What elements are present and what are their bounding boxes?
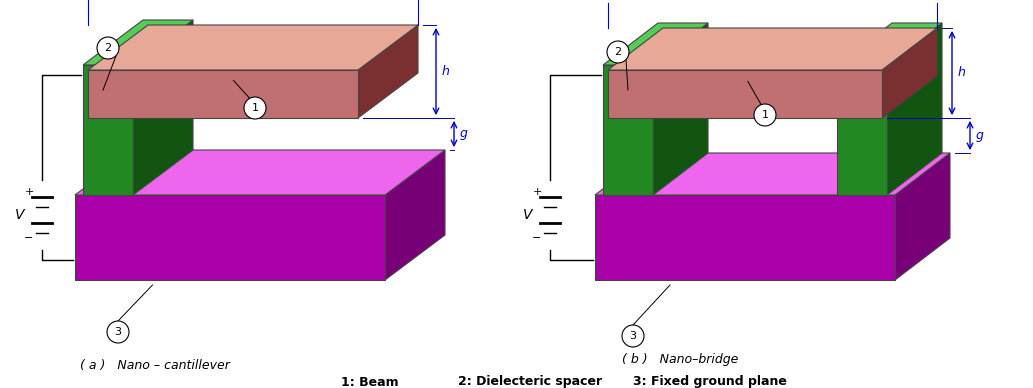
Polygon shape [595,153,950,195]
Text: ( b )   Nano–bridge: ( b ) Nano–bridge [622,353,739,367]
Polygon shape [88,70,358,118]
Circle shape [622,325,644,347]
Polygon shape [608,28,937,70]
Circle shape [97,37,119,59]
Circle shape [244,97,267,119]
Polygon shape [595,195,895,280]
Text: −: − [532,233,541,243]
Circle shape [107,321,129,343]
Text: 2: Dielecteric spacer: 2: Dielecteric spacer [458,376,602,388]
Text: g: g [976,129,983,142]
Text: g: g [460,128,468,140]
Polygon shape [385,150,445,280]
Text: 1: Beam: 1: Beam [341,376,399,388]
Polygon shape [358,25,418,118]
Polygon shape [83,20,193,65]
Polygon shape [837,23,942,65]
Polygon shape [83,65,133,195]
Circle shape [607,41,629,63]
Text: 3: Fixed ground plane: 3: Fixed ground plane [633,376,787,388]
Polygon shape [882,28,937,118]
Polygon shape [653,23,708,195]
Text: ( a )   Nano – cantillever: ( a ) Nano – cantillever [81,359,230,371]
Text: +: + [532,187,541,197]
Polygon shape [895,153,950,280]
Text: h: h [442,65,450,78]
Polygon shape [133,20,193,195]
Polygon shape [88,25,418,70]
Text: 1: 1 [251,103,258,113]
Polygon shape [603,65,653,195]
Polygon shape [608,70,882,118]
Polygon shape [887,23,942,195]
Text: h: h [958,66,966,80]
Text: −: − [25,233,34,243]
Circle shape [754,104,776,126]
Polygon shape [837,65,887,195]
Text: V: V [524,208,533,222]
Polygon shape [75,150,445,195]
Text: 2: 2 [104,43,112,53]
Text: V: V [15,208,25,222]
Polygon shape [603,23,708,65]
Text: 1: 1 [761,110,769,120]
Polygon shape [75,195,385,280]
Text: 3: 3 [115,327,122,337]
Text: 2: 2 [615,47,622,57]
Text: +: + [25,187,34,197]
Text: 3: 3 [629,331,636,341]
